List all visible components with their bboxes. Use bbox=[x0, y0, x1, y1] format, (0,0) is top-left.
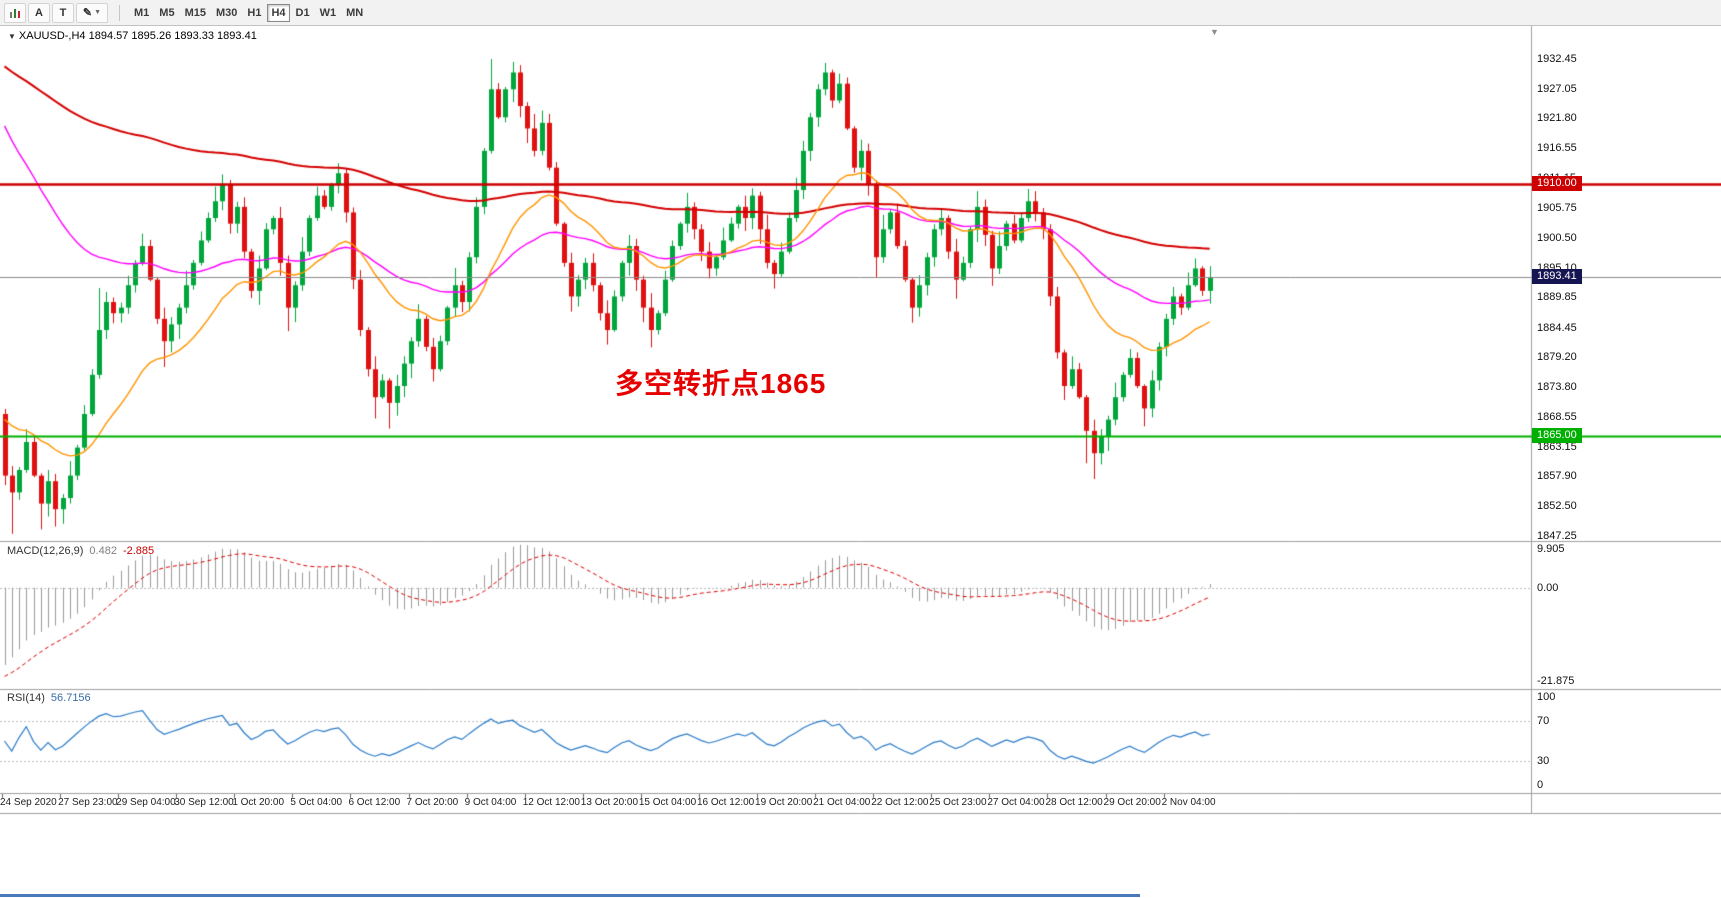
time-axis-label: 15 Oct 04:00 bbox=[638, 797, 697, 808]
price-axis-label: 1927.05 bbox=[1537, 82, 1577, 95]
macd-axis-label: 9.905 bbox=[1537, 543, 1565, 555]
timeframe-button-mn[interactable]: MN bbox=[346, 6, 364, 19]
support-price-tag: 1865.00 bbox=[1532, 428, 1582, 444]
price-axis-label: 1900.50 bbox=[1537, 231, 1577, 244]
timeframe-button-h1[interactable]: H1 bbox=[247, 6, 262, 19]
timeframe-button-m15[interactable]: M15 bbox=[184, 6, 206, 19]
price-axis-label: 1857.90 bbox=[1537, 470, 1577, 483]
collapse-triangle-icon[interactable]: ▼ bbox=[8, 32, 16, 41]
time-axis-label: 24 Sep 2020 bbox=[0, 797, 57, 808]
price-axis-label: 1889.85 bbox=[1537, 291, 1577, 304]
time-axis-label: 6 Oct 12:00 bbox=[348, 797, 401, 808]
price-axis-label: 1921.80 bbox=[1537, 112, 1577, 125]
price-axis-label: 1932.45 bbox=[1537, 52, 1577, 65]
time-axis-label: 25 Oct 23:00 bbox=[929, 797, 987, 808]
timeframe-button-m30[interactable]: M30 bbox=[215, 6, 238, 19]
price-axis-label: 1868.55 bbox=[1537, 410, 1577, 423]
time-axis-label: 21 Oct 04:00 bbox=[813, 797, 871, 808]
macd-axis-label: -21.875 bbox=[1537, 675, 1575, 687]
price-axis-label: 1873.80 bbox=[1537, 381, 1577, 394]
rsi-axis-label: 100 bbox=[1537, 691, 1556, 703]
time-scale[interactable]: 24 Sep 2020 27 Sep 23:00 29 Sep 04:00 30 Se… bbox=[0, 794, 1721, 813]
timeframe-toolbar: M1 M5 M15 M30 H1 H4 D1 W1 MN bbox=[129, 3, 368, 22]
price-axis-label: 1863.15 bbox=[1537, 440, 1577, 453]
time-axis-label: 13 Oct 20:00 bbox=[580, 797, 639, 808]
macd-indicator-label: MACD(12,26,9) 0.482 -2.885 bbox=[7, 545, 154, 557]
time-axis-label: 12 Oct 12:00 bbox=[522, 797, 580, 808]
time-axis-label: 30 Sep 12:00 bbox=[174, 797, 234, 808]
price-axis-label: 1884.45 bbox=[1537, 321, 1577, 334]
symbol-ohlc-text: XAUUSD-,H4 1894.57 1895.26 1893.33 1893.… bbox=[18, 30, 257, 42]
bid-price-tag: 1893.41 bbox=[1532, 269, 1582, 285]
macd-scale[interactable]: 9.905 0.00 -21.875 bbox=[1531, 542, 1721, 688]
rsi-scale[interactable]: 100 70 30 0 bbox=[1531, 690, 1721, 792]
text-a-tool-button[interactable]: A bbox=[28, 2, 50, 23]
drawing-tool-dropdown[interactable]: ✎ ▼ bbox=[76, 2, 108, 23]
rsi-axis-label: 0 bbox=[1537, 779, 1544, 791]
time-axis-label: 19 Oct 20:00 bbox=[755, 797, 813, 808]
toolbar-separator bbox=[119, 4, 120, 21]
time-axis-label: 1 Oct 20:00 bbox=[232, 797, 285, 808]
price-scale[interactable]: 1932.451927.051921.801916.551911.151905.… bbox=[1531, 26, 1721, 542]
chart-title: ▼ XAUUSD-,H4 1894.57 1895.26 1893.33 1893… bbox=[8, 30, 257, 42]
text-t-tool-button[interactable]: T bbox=[52, 2, 74, 23]
rsi-axis-label: 70 bbox=[1537, 714, 1550, 727]
time-axis-label: 22 Oct 12:00 bbox=[871, 797, 929, 808]
chart-annotation-text: 多空转折点1865 bbox=[615, 368, 827, 399]
rsi-axis-label: 30 bbox=[1537, 755, 1550, 768]
time-axis-label: 29 Oct 20:00 bbox=[1103, 797, 1161, 808]
pencil-icon: ✎ bbox=[82, 7, 93, 19]
rsi-title-text: RSI(14) bbox=[7, 692, 45, 704]
price-axis-label: 1905.75 bbox=[1537, 202, 1577, 215]
time-axis-label: 28 Oct 12:00 bbox=[1045, 797, 1103, 808]
chart-shift-marker-icon[interactable]: ▼ bbox=[1210, 27, 1219, 37]
time-axis-label: 27 Sep 23:00 bbox=[58, 797, 118, 808]
timeframe-button-m5[interactable]: M5 bbox=[159, 6, 175, 19]
text-a-label: A bbox=[35, 6, 43, 19]
bar-chart-icon bbox=[10, 8, 20, 18]
resistance-price-tag: 1910.00 bbox=[1532, 176, 1582, 192]
price-axis-label: 1879.20 bbox=[1537, 350, 1577, 363]
macd-main-value: 0.482 bbox=[89, 545, 117, 557]
time-axis-label: 2 Nov 04:00 bbox=[1161, 797, 1216, 808]
text-t-label: T bbox=[59, 6, 67, 19]
timeframe-button-d1[interactable]: D1 bbox=[295, 6, 310, 19]
rsi-indicator-label: RSI(14) 56.7156 bbox=[7, 692, 91, 704]
time-axis-label: 29 Sep 04:00 bbox=[116, 797, 176, 808]
time-axis-label: 7 Oct 20:00 bbox=[406, 797, 459, 808]
time-axis-label: 27 Oct 04:00 bbox=[987, 797, 1045, 808]
price-axis-label: 1847.25 bbox=[1537, 529, 1577, 542]
timeframe-button-h4[interactable]: H4 bbox=[267, 3, 290, 22]
time-axis-label: 5 Oct 04:00 bbox=[290, 797, 343, 808]
time-axis-label: 16 Oct 12:00 bbox=[696, 797, 755, 808]
window-bottom-edge bbox=[0, 894, 1140, 897]
chevron-down-icon: ▼ bbox=[94, 9, 102, 16]
toolbar: A T ✎ ▼ M1 M5 M15 M30 H1 H4 D1 W1 MN bbox=[0, 0, 1721, 26]
timeframe-button-m1[interactable]: M1 bbox=[134, 6, 150, 19]
price-axis-label: 1852.50 bbox=[1537, 500, 1577, 513]
macd-signal-value: -2.885 bbox=[122, 545, 155, 557]
rsi-value: 56.7156 bbox=[50, 692, 91, 704]
macd-axis-label: 0.00 bbox=[1537, 581, 1559, 594]
time-axis-label: 9 Oct 04:00 bbox=[464, 797, 517, 808]
timeframe-button-w1[interactable]: W1 bbox=[319, 6, 337, 19]
new-chart-button[interactable] bbox=[4, 2, 26, 23]
macd-title-text: MACD(12,26,9) bbox=[7, 545, 84, 557]
price-axis-label: 1916.55 bbox=[1537, 141, 1577, 154]
